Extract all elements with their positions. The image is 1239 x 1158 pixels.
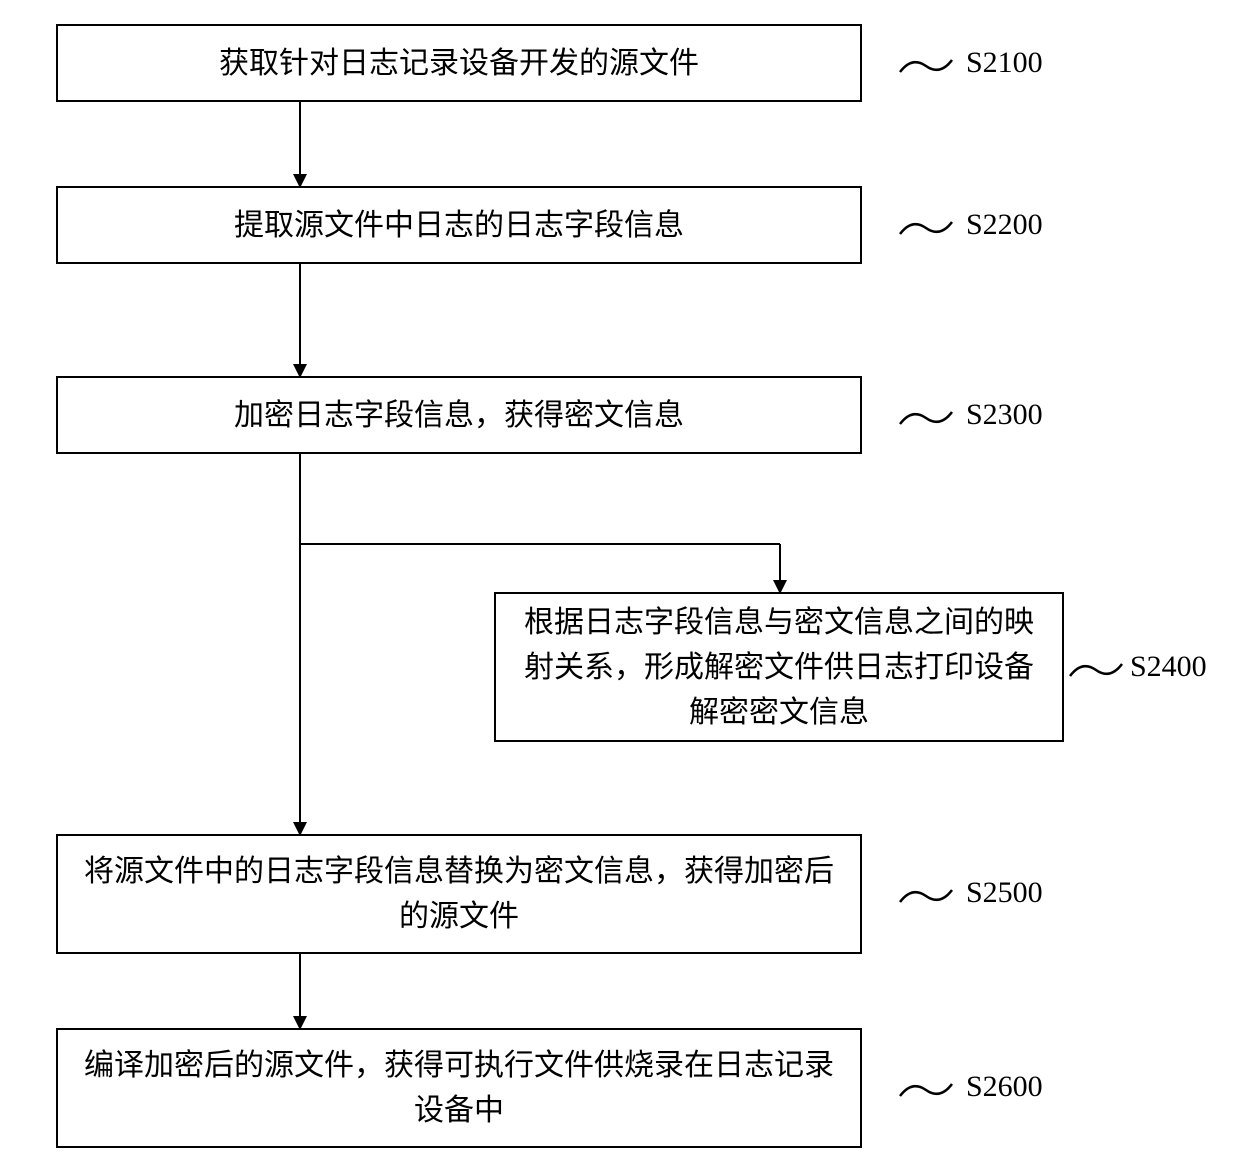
step-s2200-label: S2200	[966, 208, 1043, 242]
tilde-s2500	[898, 882, 954, 910]
step-s2300-text: 加密日志字段信息，获得密文信息	[234, 393, 684, 438]
flowchart-canvas: 获取针对日志记录设备开发的源文件 S2100 提取源文件中日志的日志字段信息 S…	[0, 0, 1239, 1158]
arrow-a5	[290, 954, 310, 1030]
step-s2100-text: 获取针对日志记录设备开发的源文件	[219, 41, 699, 86]
step-s2400-label: S2400	[1130, 650, 1207, 684]
tilde-s2600	[898, 1076, 954, 1104]
step-s2300-box: 加密日志字段信息，获得密文信息	[56, 376, 862, 454]
step-s2500-label: S2500	[966, 876, 1043, 910]
step-s2100-label: S2100	[966, 46, 1043, 80]
step-s2200-box: 提取源文件中日志的日志字段信息	[56, 186, 862, 264]
step-s2500-text: 将源文件中的日志字段信息替换为密文信息，获得加密后的源文件	[74, 849, 844, 939]
tilde-s2300	[898, 404, 954, 432]
arrow-a4	[298, 540, 798, 596]
step-s2200-text: 提取源文件中日志的日志字段信息	[234, 203, 684, 248]
step-s2400-text: 根据日志字段信息与密文信息之间的映射关系，形成解密文件供日志打印设备解密密文信息	[512, 600, 1046, 735]
step-s2600-text: 编译加密后的源文件，获得可执行文件供烧录在日志记录设备中	[74, 1043, 844, 1133]
tilde-s2100	[898, 52, 954, 80]
step-s2600-label: S2600	[966, 1070, 1043, 1104]
tilde-s2400	[1068, 656, 1124, 684]
tilde-s2200	[898, 214, 954, 242]
arrow-a3	[290, 454, 310, 836]
step-s2400-box: 根据日志字段信息与密文信息之间的映射关系，形成解密文件供日志打印设备解密密文信息	[494, 592, 1064, 742]
arrow-a1	[290, 102, 310, 188]
step-s2300-label: S2300	[966, 398, 1043, 432]
arrow-a2	[290, 264, 310, 378]
step-s2500-box: 将源文件中的日志字段信息替换为密文信息，获得加密后的源文件	[56, 834, 862, 954]
step-s2600-box: 编译加密后的源文件，获得可执行文件供烧录在日志记录设备中	[56, 1028, 862, 1148]
step-s2100-box: 获取针对日志记录设备开发的源文件	[56, 24, 862, 102]
